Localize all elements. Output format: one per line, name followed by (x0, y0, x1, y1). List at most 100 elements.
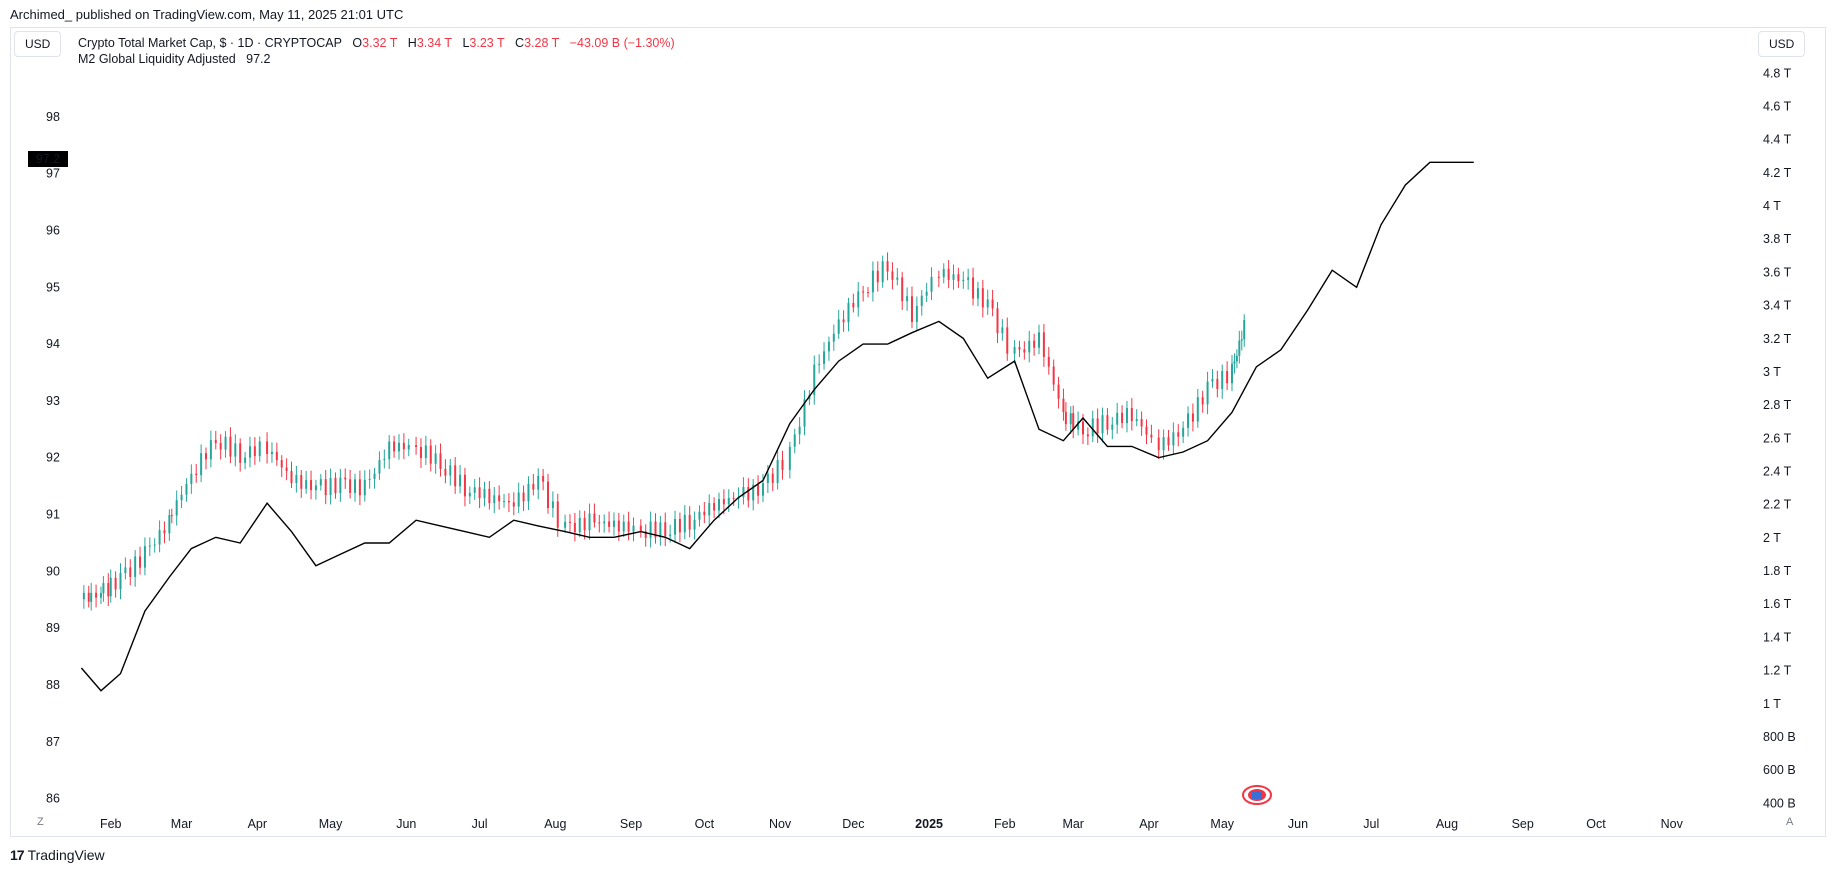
time-axis-tick: Feb (994, 817, 1016, 831)
zoom-reset-button[interactable]: Z (37, 816, 44, 828)
legend-open-label: O (352, 36, 363, 50)
candle-body (1172, 432, 1175, 446)
candle-body (1240, 339, 1243, 341)
candle-body (87, 592, 90, 602)
candle-body (891, 271, 894, 280)
legend-indicator-row: M2 Global Liquidity Adjusted 97.2 (78, 51, 675, 67)
candle-body (517, 492, 520, 507)
candle-body (1038, 332, 1041, 348)
candle-body (788, 446, 791, 470)
candle-body (285, 467, 288, 472)
candle-body (305, 480, 308, 489)
candle-body (244, 457, 247, 463)
currency-right-button[interactable]: USD (1758, 31, 1806, 57)
candle-body (1226, 371, 1229, 384)
right-axis-tick: 3 T (1763, 365, 1781, 379)
legend-low-value: 3.23 T (469, 36, 505, 50)
candle-body (669, 534, 672, 537)
candle-body (742, 486, 745, 497)
left-axis-tick: 95 (46, 280, 60, 294)
time-axis-tick: Oct (695, 817, 715, 831)
candle-body (1211, 378, 1214, 382)
auto-scale-button[interactable]: A (1786, 816, 1794, 828)
right-price-axis[interactable]: 400 B 600 B 800 B 1 T 1.2 T 1.4 T 1.6 T 1.8 T 2 … (1763, 66, 1796, 810)
candle-body (876, 270, 879, 283)
candle-body (708, 503, 711, 516)
candle-body (349, 479, 352, 493)
time-axis-tick: May (1210, 817, 1234, 831)
candle-body (981, 288, 984, 308)
candle-body (459, 474, 462, 487)
left-axis-tick: 91 (46, 508, 60, 522)
candle-body (239, 443, 242, 463)
time-axis-tick: Jul (472, 817, 488, 831)
candle-body (1042, 332, 1045, 357)
left-axis-tick: 98 (46, 110, 60, 124)
left-axis-tick: 88 (46, 678, 60, 692)
candle-body (813, 364, 816, 396)
flag-event-icon[interactable] (1242, 785, 1272, 805)
candle-body (654, 521, 657, 538)
candle-body (593, 513, 596, 523)
left-axis-tick: 90 (46, 564, 60, 578)
left-price-axis[interactable]: 86 87 88 89 90 91 92 93 94 95 96 97 98 (46, 110, 60, 806)
candle-body (1125, 408, 1128, 424)
candle-body (224, 436, 227, 450)
candle-body (678, 518, 681, 533)
time-axis-tick: Feb (100, 817, 122, 831)
candle-body (444, 468, 447, 476)
candle-body (1052, 366, 1055, 385)
candle-body (478, 487, 481, 499)
legend-indicator-value: 97.2 (246, 52, 271, 66)
legend-indicator-name[interactable]: M2 Global Liquidity Adjusted (78, 52, 236, 66)
candle-body (190, 473, 193, 484)
candle-body (798, 426, 801, 435)
candle-body (368, 478, 371, 480)
candle-body (766, 473, 769, 484)
time-axis-tick: Apr (1139, 817, 1158, 831)
candle-body (842, 319, 845, 323)
candle-body (991, 299, 994, 309)
candle-body (761, 483, 764, 496)
candle-body (537, 475, 540, 490)
left-axis-tick: 96 (46, 223, 60, 237)
candle-body (439, 453, 442, 469)
candle-body (1086, 434, 1089, 437)
currency-left-button[interactable]: USD (14, 31, 62, 57)
legend-main-title[interactable]: Crypto Total Market Cap, $ · 1D · CRYPTO… (78, 36, 342, 50)
candle-body (234, 443, 237, 457)
time-axis[interactable]: Feb Mar Apr May Jun Jul Aug Sep Oct Nov Dec 2025 Feb… (100, 817, 1684, 831)
candle-body (683, 514, 686, 533)
time-axis-tick: Nov (1661, 817, 1684, 831)
candle-body (542, 475, 545, 482)
time-axis-tick: Aug (1436, 817, 1458, 831)
candle-body (512, 502, 515, 507)
candle-body (598, 522, 601, 524)
candle-body (551, 501, 554, 508)
right-axis-tick: 4.2 T (1763, 166, 1792, 180)
candle-body (388, 441, 391, 460)
right-axis-tick: 3.6 T (1763, 265, 1792, 279)
candle-body (952, 274, 955, 280)
candle-body (393, 441, 396, 452)
candle-body (1191, 413, 1194, 422)
right-axis-tick: 4 T (1763, 199, 1781, 213)
candle-body (986, 299, 989, 308)
candle-body (776, 459, 779, 483)
candle-body (1167, 437, 1170, 446)
candle-body (1062, 398, 1065, 413)
candle-body (209, 440, 212, 460)
time-axis-tick: Jun (1288, 817, 1308, 831)
candle-body (639, 525, 642, 532)
candle-body (493, 495, 496, 504)
brand-footer[interactable]: 17 TradingView (10, 847, 105, 863)
candle-body (752, 484, 755, 501)
m2-line-series (80, 161, 1474, 692)
candle-body (910, 296, 913, 322)
candle-body (942, 268, 945, 278)
candle-body (568, 521, 571, 523)
right-axis-tick: 1.8 T (1763, 564, 1792, 578)
candle-body (573, 522, 576, 533)
candle-body (1106, 415, 1109, 430)
